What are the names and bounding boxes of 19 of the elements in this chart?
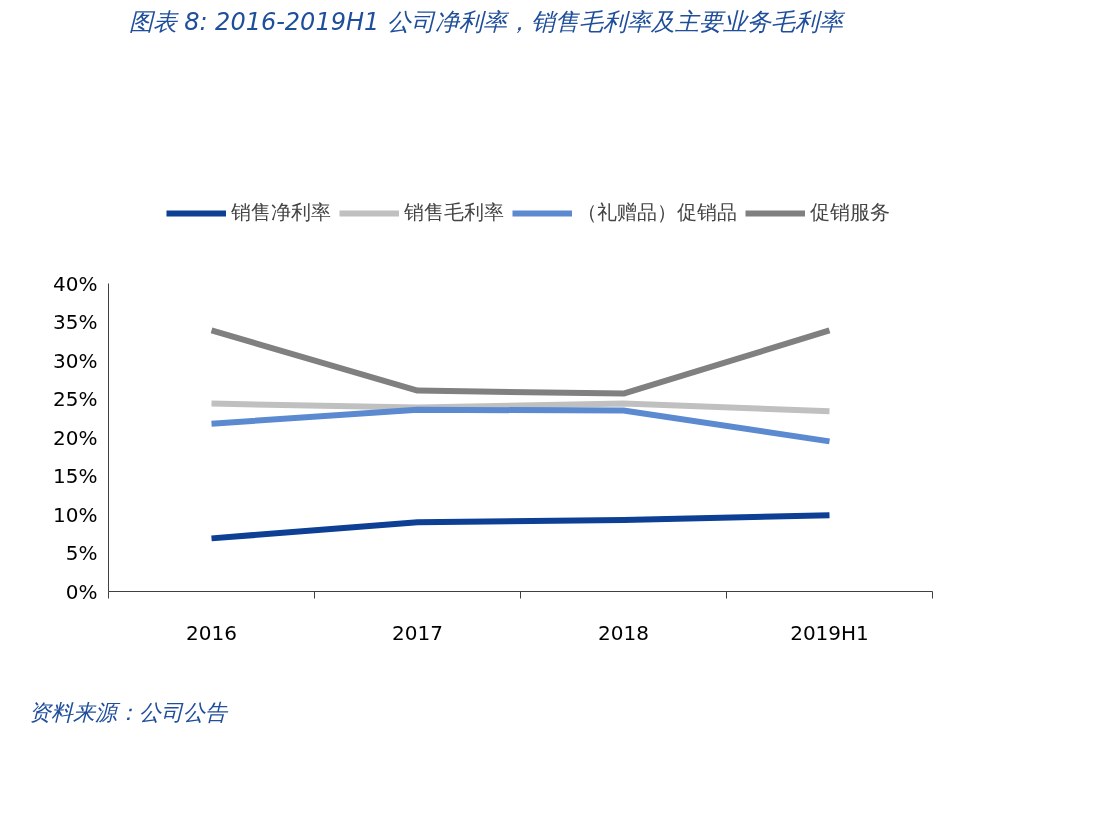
- legend-label: 销售毛利率: [404, 199, 504, 226]
- x-tick-label: 2016: [186, 620, 237, 645]
- legend-label: （礼赠品）促销品: [577, 199, 737, 226]
- legend-label: 促销服务: [810, 199, 890, 226]
- y-tick-label: 0%: [65, 579, 98, 604]
- y-tick-label: 10%: [53, 502, 98, 527]
- x-tick-label: 2018: [598, 620, 649, 645]
- x-tick-label: 2017: [392, 620, 443, 645]
- y-tick-label: 5%: [65, 541, 98, 565]
- y-tick-label: 35%: [53, 310, 98, 334]
- y-tick-label: 20%: [53, 425, 98, 450]
- chart-title: 图表 8: 2016-2019H1 公司净利率，销售毛利率及主要业务毛利率: [128, 7, 846, 36]
- y-tick-label: 15%: [53, 464, 98, 488]
- text: 资料来源：公司公告: [28, 699, 229, 725]
- y-tick-label: 30%: [53, 348, 98, 373]
- y-tick-label: 40%: [53, 271, 98, 296]
- x-tick-label: 2019H1: [790, 620, 869, 645]
- y-tick-label: 25%: [53, 387, 98, 411]
- legend-label: 销售净利率: [231, 199, 331, 226]
